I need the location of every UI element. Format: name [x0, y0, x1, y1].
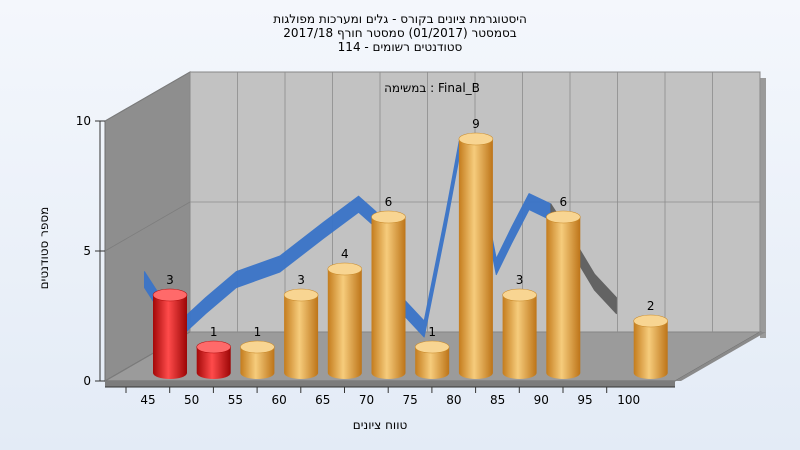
bar-value-label: 1 — [254, 325, 262, 339]
bar-value-label: 3 — [516, 273, 524, 287]
histogram-bar-top — [414, 340, 450, 354]
histogram-bar — [502, 295, 537, 379]
y-tick-label: 10 — [76, 114, 91, 128]
bar-value-label: 3 — [166, 273, 174, 287]
x-tick-label: 85 — [490, 393, 505, 407]
histogram-bar — [415, 347, 450, 379]
histogram-bar-top — [545, 210, 581, 224]
bar-value-label: 6 — [385, 195, 393, 209]
histogram-bar — [458, 139, 493, 379]
bar-value-label: 9 — [472, 117, 480, 131]
x-tick-label: 45 — [140, 393, 155, 407]
y-tick-label: 0 — [83, 374, 91, 388]
histogram-bar — [546, 217, 581, 379]
x-tick-label: 70 — [359, 393, 374, 407]
histogram-bar — [153, 295, 187, 379]
histogram-bar-top — [327, 262, 363, 276]
x-tick-label: 90 — [534, 393, 549, 407]
chart-title-line-1: היסטוגרמת ציונים בקורס - גלים ומערכות מפ… — [273, 12, 527, 26]
x-tick-label: 80 — [446, 393, 461, 407]
histogram-bar-top — [371, 210, 406, 224]
histogram-bar-top — [283, 288, 319, 302]
bar-value-label: 6 — [559, 195, 567, 209]
chart-title-line-2: בסמסטר (01/2017) סמסטר חורף 2017/18 — [283, 26, 517, 40]
bar-value-label: 2 — [647, 299, 655, 313]
histogram-bar — [240, 347, 275, 379]
x-tick-label: 100 — [617, 393, 640, 407]
x-tick-label: 60 — [271, 393, 286, 407]
x-tick-label: 95 — [577, 393, 592, 407]
bar-value-label: 1 — [210, 325, 218, 339]
histogram-bar — [371, 217, 406, 379]
histogram-bar-top — [240, 340, 275, 354]
grid-line-wall — [104, 71, 191, 122]
x-tick-label: 65 — [315, 393, 330, 407]
back-wall-shadow — [760, 78, 766, 338]
histogram-bar — [633, 321, 668, 379]
x-tick-label: 50 — [184, 393, 199, 407]
histogram-bar-top — [633, 314, 669, 328]
floor-edge-right — [675, 332, 766, 381]
bar-value-label: 4 — [341, 247, 349, 261]
floor-edge — [105, 381, 675, 387]
bar-value-label: 3 — [297, 273, 305, 287]
x-axis-title: טווח ציונים — [352, 418, 408, 432]
x-tick-label: 75 — [403, 393, 418, 407]
bar-value-label: 1 — [428, 325, 436, 339]
histogram-bar-top — [152, 288, 188, 302]
y-tick-label: 5 — [83, 244, 91, 258]
histogram-bar-top — [458, 132, 494, 146]
histogram-bar-top — [196, 340, 231, 354]
chart-title-line-3: סטודנטים רשומים - 114 — [337, 40, 463, 54]
chart-annotation: במשימה : Final_B — [384, 81, 480, 95]
histogram-bar — [196, 347, 231, 379]
histogram-bar-top — [502, 288, 537, 302]
x-tick-label: 55 — [228, 393, 243, 407]
grid-line-wall — [104, 201, 191, 252]
histogram-bar — [284, 295, 319, 379]
histogram-bar — [327, 269, 362, 379]
